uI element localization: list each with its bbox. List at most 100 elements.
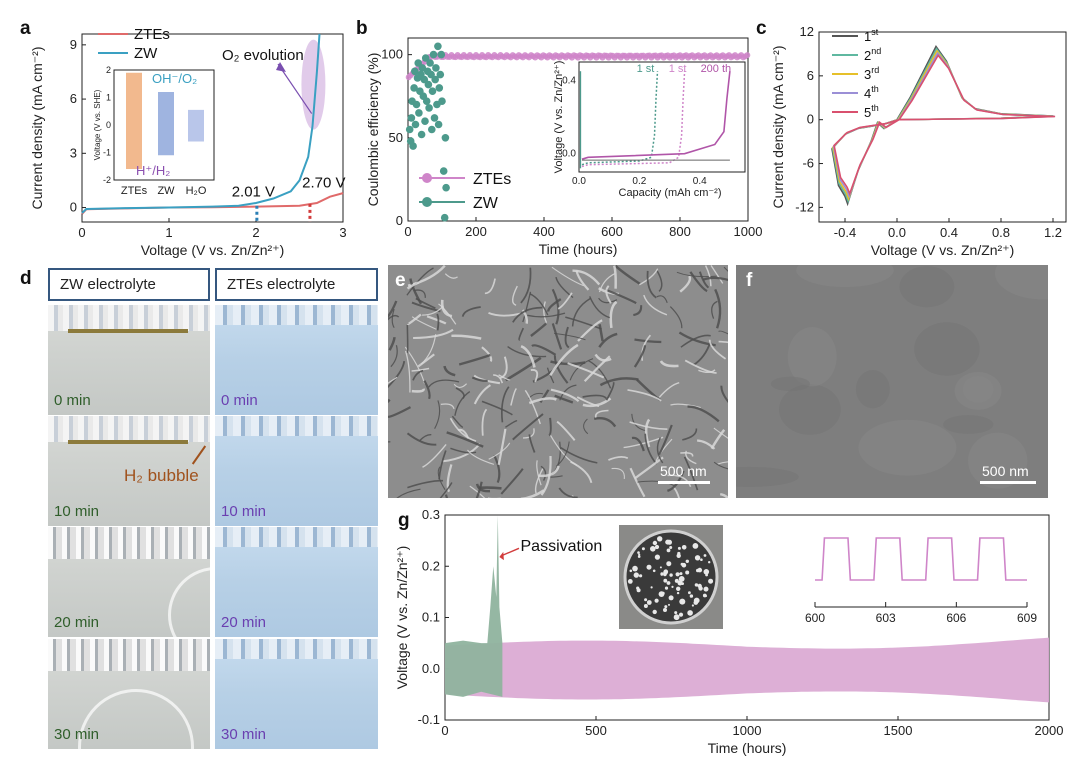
coin-speckle [675,572,680,577]
scale-bar-e [658,481,710,484]
nanosheet-edge [457,428,470,439]
nanosheet-edge [692,341,712,366]
nanosheet-edge [598,332,618,348]
nanosheet-edge [571,297,591,327]
zw-point [412,100,421,109]
zw-point [409,142,417,150]
panel-label-g: g [398,510,410,531]
coin-speckle [703,554,707,557]
legend-label-5th: 5th [864,103,879,120]
h2-bubble-label: H₂ bubble [124,466,199,485]
inset-x-label: ZW [157,185,175,197]
coin-speckle [627,579,633,584]
nanosheet-edge [396,488,421,498]
coin-speckle [688,591,691,595]
coin-speckle [654,554,660,560]
zw-point [411,120,420,129]
coin-speckle [705,573,708,577]
time-label-ztes: 20 min [221,614,267,631]
nanosheet-edge [528,392,544,399]
nanosheet-edge [547,298,562,312]
inset-x-tick-label: 609 [1017,611,1037,625]
o2-arrow-head [276,62,286,72]
time-label-ztes: 10 min [221,503,267,520]
nanosheet-edge [388,337,396,351]
coin-speckle [644,598,648,602]
coin-speckle [632,565,638,572]
panel-label-a: a [20,18,31,39]
coin-speckle [652,609,657,615]
nanosheet-edge [388,300,398,319]
nanosheet-edge [687,405,720,423]
zw-point [411,67,419,76]
coin-speckle [638,553,641,556]
coin-speckle [678,612,684,617]
nanosheet-edge [440,403,455,410]
zinc-surface [215,416,378,436]
nanosheet-edge [627,389,662,402]
legend-label-1st: 1st [864,27,879,44]
chart-b-coulombic: 0 200 400 600 800 1000 0 50 100 Time (hours) Coulo… [365,37,762,257]
photo-ztes-2: 20 min [215,527,378,637]
nanosheet-edge [564,326,570,349]
nanosheet-edge [500,468,524,495]
inset-bar-2 [188,109,204,142]
nanosheet-edge [510,387,518,406]
y-tick-label: 0.3 [422,507,440,522]
nanosheet-edge [560,447,598,464]
nanosheet-edge [558,487,578,498]
nanosheet-edge [679,275,692,293]
nanosheet-edge [473,384,491,405]
coin-speckle [659,566,662,569]
coin-speckle [673,614,680,621]
zw-point [428,125,436,134]
nanosheet-edge [388,314,400,321]
nanosheet-edge [598,324,604,342]
zinc-surface [48,416,210,442]
panel-label-e: e [395,270,406,291]
nanosheet-edge [484,278,496,295]
smooth-patch [968,432,1028,489]
photo-zw-0: 0 min [48,305,210,415]
x-tick-label: 0.0 [888,225,906,240]
nanosheet-edge [423,380,431,400]
smooth-patch [954,371,1002,410]
nanosheet-edge [540,455,552,496]
zw-point [432,64,440,72]
nanosheet-edge [556,420,576,441]
zinc-surface [48,639,210,671]
nanosheet-edge [559,384,577,401]
nanosheet-edge [638,268,659,286]
nanosheet-edge [685,450,697,465]
x-axis-label: Voltage (V vs. Zn/Zn²⁺) [871,242,1015,258]
passivation-band [68,440,188,444]
nanosheet-edge [698,271,710,289]
legend-label-zw: ZW [134,45,158,62]
zw-point [418,64,427,72]
nanosheet-edge [406,281,420,290]
zw-point [437,50,446,59]
nanosheet-edge [426,315,447,325]
coin-speckle [700,558,703,561]
coin-speckle [676,553,681,558]
chart-a-lsv: 0 1 2 3 0 3 6 9 Voltage (V vs. Zn/Zn²⁺) Current d… [29,26,347,258]
nanosheet-edge [719,492,728,498]
coin-speckle [668,603,670,606]
nanosheet-edge [411,367,430,372]
coin-speckle [681,545,687,550]
inset-curve-zw-1st [581,71,659,166]
nanosheet-edge [481,400,513,416]
y-axis-label: Current density (mA cm⁻²) [29,47,45,210]
inset-y-tick-label: 0 [106,120,111,130]
coin-speckle [679,581,683,585]
nanosheet-edge [412,369,424,381]
nanosheet-edge [670,403,701,409]
coin-speckle [663,608,667,612]
nanosheet-edge [605,285,612,304]
nanosheet-edge [646,270,657,299]
legend-label-2nd: 2nd [864,46,881,63]
zw-point [421,54,430,62]
inset-y-tick-label: -1 [103,148,111,158]
nanosheet-edge [471,376,488,383]
header-zw-text: ZW electrolyte [60,276,156,293]
